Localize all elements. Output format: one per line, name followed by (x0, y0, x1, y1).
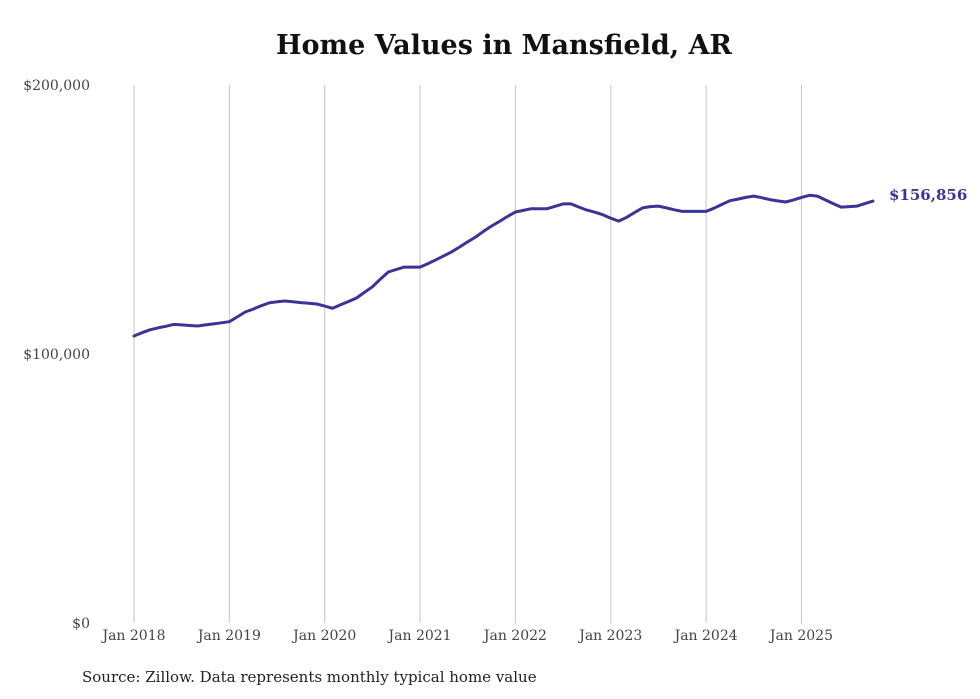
chart-title: Home Values in Mansfield, AR (276, 30, 732, 61)
x-tick-label: Jan 2020 (291, 628, 356, 644)
end-value-label: $156,856 (889, 186, 967, 204)
x-tick-label: Jan 2018 (100, 628, 165, 644)
x-tick-label: Jan 2025 (768, 628, 833, 644)
data-line (132, 193, 875, 338)
source-note: Source: Zillow. Data represents monthly … (82, 668, 537, 686)
x-tick-label: Jan 2022 (482, 628, 547, 644)
x-tick-label: Jan 2019 (196, 628, 261, 644)
y-tick-label: $200,000 (23, 78, 90, 94)
x-tick-label: Jan 2024 (673, 628, 738, 644)
x-tick-label: Jan 2021 (387, 628, 452, 644)
y-tick-label: $100,000 (23, 347, 90, 363)
y-tick-label: $0 (72, 616, 90, 632)
x-tick-label: Jan 2023 (577, 628, 642, 644)
